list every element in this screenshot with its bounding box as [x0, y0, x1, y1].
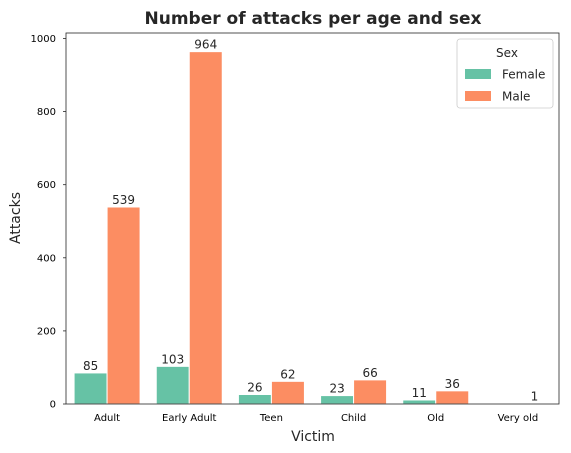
- bar-male-2: [270, 380, 305, 405]
- legend-label-female: Female: [502, 68, 545, 82]
- y-tick-label-4: 800: [37, 107, 56, 118]
- chart-title: Number of attacks per age and sex: [144, 9, 481, 29]
- x-tick-label-4: Old: [427, 413, 444, 424]
- data-label-female-2: 26: [247, 380, 262, 394]
- data-label-male-2: 62: [280, 367, 295, 381]
- legend-swatch-male: [465, 91, 491, 101]
- x-axis-label: Victim: [291, 429, 335, 445]
- bar-female-2: [237, 393, 272, 405]
- bar-female-0: [73, 372, 108, 405]
- data-label-male-1: 964: [194, 38, 217, 52]
- bar-female-1: [155, 365, 190, 405]
- data-label-female-4: 11: [412, 386, 427, 400]
- data-labels-layer: 85 103 26 23 11 539 964 62 66 36 1: [83, 38, 538, 404]
- bar-male-3: [353, 379, 388, 405]
- legend: Sex Female Male: [456, 38, 554, 109]
- data-label-female-0: 85: [83, 359, 98, 373]
- data-label-female-1: 103: [161, 352, 184, 366]
- x-axis-ticks: Adult Early Adult Teen Child Old Very old: [94, 413, 538, 424]
- x-tick-label-0: Adult: [94, 413, 120, 424]
- bar-male-4: [435, 390, 470, 405]
- legend-frame: [456, 38, 554, 109]
- y-tick-label-0: 0: [50, 400, 56, 411]
- data-label-male-4: 36: [445, 377, 460, 391]
- legend-swatch-female: [465, 69, 491, 79]
- y-axis-ticks: 0 200 400 600 800 1000: [31, 34, 66, 411]
- y-axis-label: Attacks: [8, 192, 24, 244]
- bar-female-3: [320, 395, 355, 405]
- legend-title: Sex: [496, 46, 518, 60]
- plot-frame: [65, 32, 560, 405]
- x-tick-label-1: Early Adult: [162, 413, 217, 424]
- y-tick-label-3: 600: [37, 180, 56, 191]
- data-label-male-3: 66: [362, 366, 377, 380]
- x-tick-label-2: Teen: [259, 413, 283, 424]
- y-tick-label-5: 1000: [31, 34, 56, 45]
- bar-female-4: [402, 399, 437, 405]
- bars-layer: [73, 51, 552, 405]
- y-tick-label-2: 400: [37, 253, 56, 264]
- x-tick-label-3: Child: [341, 413, 366, 424]
- data-label-male-0: 539: [112, 193, 135, 207]
- x-tick-label-5: Very old: [498, 413, 539, 424]
- data-label-male-5: 1: [531, 390, 539, 404]
- legend-label-male: Male: [502, 90, 530, 104]
- y-tick-label-1: 200: [37, 326, 56, 337]
- data-label-female-3: 23: [329, 382, 344, 396]
- legend-items: Female Male: [465, 68, 545, 104]
- bar-male-1: [188, 51, 223, 405]
- bar-male-0: [106, 206, 141, 405]
